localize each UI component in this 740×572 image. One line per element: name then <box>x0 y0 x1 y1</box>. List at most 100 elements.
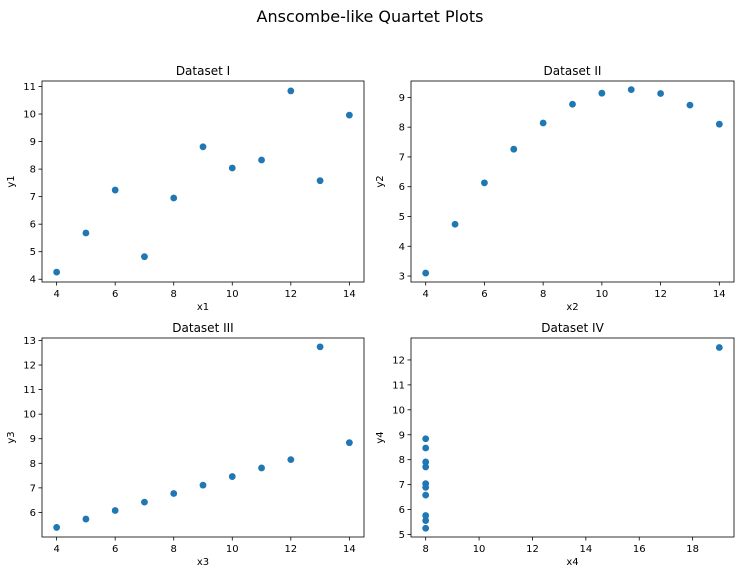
panel-2-frame <box>410 80 735 283</box>
panel-3-xtick-label: 4 <box>53 544 59 555</box>
panel-4-xtick-label: 18 <box>686 544 699 555</box>
panel-2-point-8 <box>627 86 635 94</box>
panel-1-point-11 <box>345 111 353 119</box>
panel-2-point-1 <box>422 269 430 277</box>
panel-2-ytick-label: 3 <box>399 272 405 283</box>
panel-3-point-2 <box>82 515 90 523</box>
panel-2-ytick-label: 5 <box>399 212 405 223</box>
panel-1-point-5 <box>170 194 178 202</box>
panel-2-xtick-label: 6 <box>481 289 487 300</box>
panel-3-xtick-label: 14 <box>343 544 356 555</box>
panel-3-title: Dataset III <box>172 321 233 335</box>
panel-1-ytick-label: 9 <box>30 137 36 148</box>
figure-title: Anscombe-like Quartet Plots <box>257 7 484 26</box>
panel-4-point-10 <box>422 458 430 466</box>
panel-3-ytick-label: 10 <box>23 410 36 421</box>
panel-2-ytick-label: 7 <box>399 152 405 163</box>
panel-3-point-1 <box>53 524 61 531</box>
panel-4-point-2 <box>422 512 430 519</box>
panel-4-xtick-label: 8 <box>422 544 428 555</box>
panel-2-point-9 <box>657 90 664 97</box>
panel-2-ytick-label: 8 <box>399 123 405 134</box>
panel-1-point-1 <box>53 268 61 276</box>
panel-1-point-7 <box>228 164 236 172</box>
panel-2-xtick-label: 10 <box>595 289 608 300</box>
panel-1-xtick-label: 6 <box>112 289 118 300</box>
panel-1-ytick-label: 7 <box>30 192 36 203</box>
panel-1-xtick-label: 8 <box>171 289 177 300</box>
panel-4-ytick-label: 9 <box>399 430 405 441</box>
panel-4-xtick-label: 16 <box>633 544 646 555</box>
panel-2-xlabel: x2 <box>566 302 578 313</box>
panel-2-point-6 <box>569 100 576 108</box>
panel-1-xlabel: x1 <box>197 302 209 313</box>
panel-3-xtick-label: 8 <box>171 544 177 555</box>
panel-2-xtick-label: 8 <box>540 289 546 300</box>
panel-2-title: Dataset II <box>544 64 602 78</box>
panel-2-point-3 <box>481 179 488 187</box>
panel-4-ytick-label: 8 <box>399 455 405 466</box>
panels-group: 4 6 8 10 12 14 4 5 6 7 8 9 10 11 Dataset I x1 y1 4 6 8 10 12 1… <box>6 64 735 568</box>
panel-1-ytick-label: 11 <box>23 82 36 93</box>
panel-3-xtick-label: 12 <box>284 544 297 555</box>
panel-1-xtick-label: 14 <box>343 289 356 300</box>
panel-3-point-7 <box>228 473 236 480</box>
panel-3-point-11 <box>345 439 353 447</box>
panel-2-point-5 <box>539 119 547 127</box>
panel-3-ylabel: y3 <box>6 431 17 443</box>
panel-2: 4 6 8 10 12 14 3 4 5 6 7 8 9 Dataset II x2 y2 <box>375 64 735 313</box>
panel-1-ytick-label: 4 <box>30 275 36 286</box>
panel-2-ytick-label: 9 <box>399 93 405 104</box>
panel-2-xtick-label: 14 <box>713 289 726 300</box>
panel-3-point-6 <box>199 481 207 489</box>
panel-1-ytick-label: 5 <box>30 247 36 258</box>
panel-4-ytick-label: 6 <box>399 505 405 516</box>
panel-4-title: Dataset IV <box>541 321 604 335</box>
panel-4-point-8 <box>715 344 723 351</box>
panel-1-point-2 <box>82 229 90 237</box>
panel-3-point-9 <box>287 456 295 464</box>
panel-4-point-3 <box>422 463 430 471</box>
panel-4-ytick-label: 10 <box>392 405 405 416</box>
panel-3-xtick-label: 6 <box>112 544 118 555</box>
panel-2-point-10 <box>686 101 694 109</box>
panel-4-xtick-label: 12 <box>526 544 539 555</box>
panel-3-ytick-label: 7 <box>30 483 36 494</box>
panel-2-point-4 <box>510 145 518 153</box>
panel-3-ytick-label: 13 <box>23 336 36 347</box>
panel-1-frame <box>41 80 365 283</box>
panel-4-ytick-label: 11 <box>392 380 405 391</box>
panel-1-ytick-label: 10 <box>23 110 36 121</box>
panel-1-ytick-label: 8 <box>30 165 36 176</box>
panel-3-point-8 <box>258 464 265 472</box>
panel-2-point-7 <box>598 89 606 97</box>
panel-2-ylabel: y2 <box>375 175 386 187</box>
panel-4-xlabel: x4 <box>566 557 578 568</box>
panel-2-point-2 <box>451 220 459 228</box>
panel-4-xtick-label: 10 <box>473 544 486 555</box>
panel-3-ytick-label: 12 <box>23 361 36 372</box>
panel-4-ytick-label: 12 <box>392 355 405 366</box>
panel-4-point-7 <box>422 524 430 532</box>
panel-1-ytick-label: 6 <box>30 220 36 231</box>
panel-3-ytick-label: 8 <box>30 459 36 470</box>
panel-4-ytick-label: 7 <box>399 480 405 491</box>
panel-3-xlabel: x3 <box>197 557 209 568</box>
panel-3-ytick-label: 9 <box>30 434 36 445</box>
panel-4-point-4 <box>422 435 430 443</box>
panel-3-point-5 <box>170 490 178 497</box>
panel-1-point-8 <box>258 156 265 164</box>
panel-4-frame <box>410 337 735 538</box>
panel-1-title: Dataset I <box>176 64 230 78</box>
panel-1-xtick-label: 4 <box>53 289 59 300</box>
panel-3-ytick-label: 11 <box>23 385 36 396</box>
panel-4-point-5 <box>422 444 430 452</box>
panel-2-ytick-label: 6 <box>399 182 405 193</box>
panel-3: 4 6 8 10 12 14 6 7 8 9 10 11 12 13 Dataset III x3 y3 <box>6 321 365 568</box>
panel-3-point-3 <box>111 507 119 514</box>
panel-1-xtick-label: 10 <box>226 289 239 300</box>
panel-4-point-1 <box>422 491 430 499</box>
panel-3-point-4 <box>141 498 148 506</box>
panel-1-ylabel: y1 <box>6 175 17 187</box>
